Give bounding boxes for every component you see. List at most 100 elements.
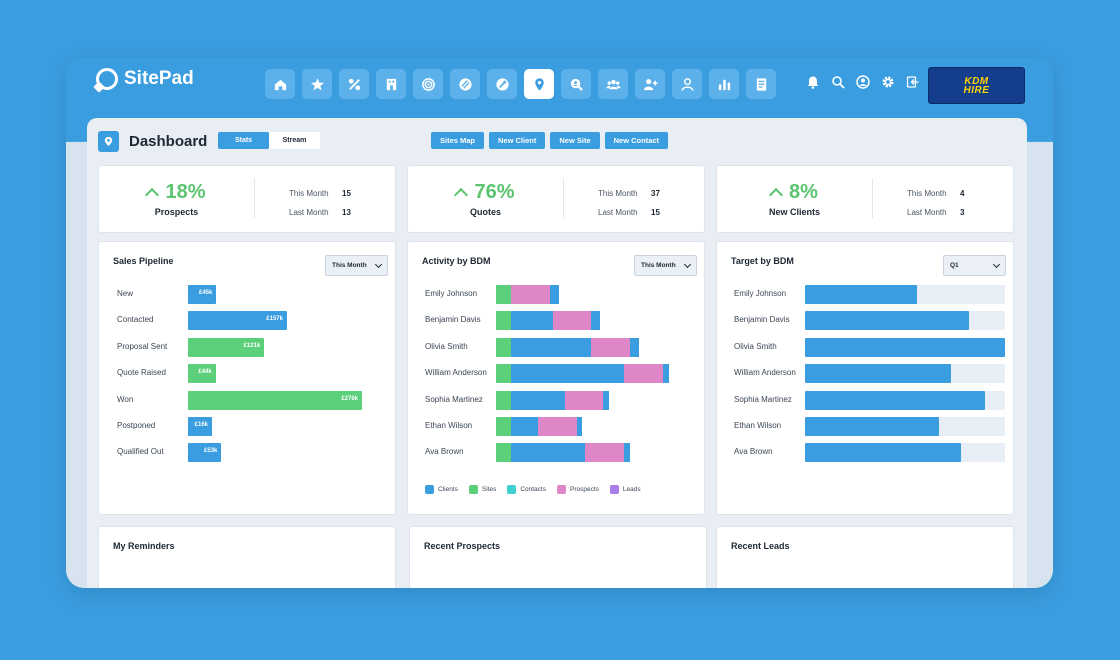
- legend-label: Sites: [481, 486, 497, 493]
- activity-bar-prospects[interactable]: [624, 364, 664, 384]
- activity-bar-clients[interactable]: [663, 364, 669, 384]
- target-progress-fill[interactable]: [805, 390, 985, 410]
- activity-bar-clients[interactable]: [510, 443, 586, 463]
- bdm-name-label: William Anderson: [425, 368, 487, 378]
- pipeline-bar-value: £157k: [266, 316, 283, 323]
- activity-bar-clients[interactable]: [510, 417, 538, 436]
- stream-toggle-button[interactable]: Stream: [269, 132, 320, 149]
- activity-bar-sites[interactable]: [496, 443, 511, 463]
- pipeline-bar-value: £44k: [198, 369, 212, 376]
- nav-group-button[interactable]: [598, 69, 628, 99]
- nav-tag-button[interactable]: [450, 69, 480, 99]
- target-progress-fill[interactable]: [805, 311, 969, 331]
- nav-search-user-button[interactable]: [561, 69, 591, 99]
- trend-up-icon: [145, 187, 160, 203]
- activity-bar-clients[interactable]: [576, 417, 583, 436]
- nav-percent-button[interactable]: [339, 69, 369, 99]
- bdm-name-label: Benjamin Davis: [425, 315, 481, 325]
- search-user-icon: [570, 78, 583, 91]
- brand-line-1: KDM: [964, 75, 989, 87]
- map-pin-icon: [98, 131, 119, 152]
- activity-bar-clients[interactable]: [603, 390, 610, 410]
- target-progress-fill[interactable]: [805, 285, 917, 304]
- app-window: SitePad KDM HIRE Dashboard Stats Stream …: [66, 58, 1053, 588]
- bar-chart-icon: [718, 79, 730, 90]
- activity-bar-clients[interactable]: [510, 311, 553, 331]
- stats-toggle-button[interactable]: Stats: [218, 132, 269, 149]
- pipeline-bar[interactable]: £121k: [188, 337, 265, 357]
- nav-add-user-button[interactable]: [635, 69, 665, 99]
- target-progress-fill[interactable]: [805, 417, 939, 436]
- account-icon[interactable]: [856, 75, 870, 89]
- sites-map-button[interactable]: Sites Map: [431, 132, 485, 149]
- bdm-name-label: Olivia Smith: [734, 341, 777, 351]
- nav-map-pin-button[interactable]: [524, 69, 554, 99]
- dropdown-value: Q1: [950, 262, 959, 269]
- nav-building-button[interactable]: [376, 69, 406, 99]
- pipeline-bar[interactable]: £276k: [188, 390, 362, 410]
- nav-document-button[interactable]: [746, 69, 776, 99]
- activity-bar-prospects[interactable]: [564, 390, 604, 410]
- activity-bar-prospects[interactable]: [591, 337, 631, 357]
- activity-bar-sites[interactable]: [496, 285, 511, 304]
- activity-bar-clients[interactable]: [630, 337, 640, 357]
- activity-bar-clients[interactable]: [624, 443, 631, 463]
- bdm-name-label: Ava Brown: [425, 447, 464, 457]
- period-dropdown[interactable]: This Month: [634, 255, 697, 276]
- activity-bar-clients[interactable]: [510, 390, 565, 410]
- period-dropdown[interactable]: This Month: [325, 255, 388, 276]
- target-progress-fill[interactable]: [805, 364, 951, 384]
- activity-bar-clients[interactable]: [510, 364, 625, 384]
- recent-leads-card: Recent Leads: [716, 526, 1014, 588]
- search-icon[interactable]: [831, 75, 845, 89]
- legend-swatch: [507, 485, 517, 494]
- new-contact-button[interactable]: New Contact: [604, 132, 669, 149]
- activity-bar-sites[interactable]: [496, 364, 511, 384]
- trend-up-icon: [454, 187, 469, 203]
- activity-bar-sites[interactable]: [496, 417, 511, 436]
- nav-star-button[interactable]: [302, 69, 332, 99]
- last-month-value: 15: [651, 208, 660, 217]
- pipeline-row-label: Quote Raised: [117, 368, 166, 378]
- bell-icon[interactable]: [806, 75, 820, 89]
- card-title: Recent Prospects: [424, 541, 501, 551]
- new-client-button[interactable]: New Client: [489, 132, 546, 149]
- activity-bar-clients[interactable]: [549, 285, 559, 304]
- activity-bar-prospects[interactable]: [585, 443, 625, 463]
- activity-bar-clients[interactable]: [510, 337, 592, 357]
- pipeline-bar[interactable]: £45k: [188, 285, 217, 304]
- activity-bar-prospects[interactable]: [537, 417, 577, 436]
- nav-home-button[interactable]: [265, 69, 295, 99]
- activity-bar-clients[interactable]: [591, 311, 601, 331]
- new-site-button[interactable]: New Site: [550, 132, 600, 149]
- target-progress-fill[interactable]: [805, 337, 1005, 357]
- activity-bar-prospects[interactable]: [552, 311, 592, 331]
- nav-user-button[interactable]: [672, 69, 702, 99]
- activity-bar-sites[interactable]: [496, 337, 511, 357]
- card-title: Recent Leads: [731, 541, 790, 551]
- activity-bar-prospects[interactable]: [510, 285, 550, 304]
- pipeline-bar[interactable]: £53k: [188, 443, 222, 463]
- activity-bar-sites[interactable]: [496, 311, 511, 331]
- pipeline-bar[interactable]: £157k: [188, 311, 287, 331]
- stat-label: New Clients: [768, 207, 820, 217]
- pipeline-bar[interactable]: £44k: [188, 364, 216, 384]
- nav-target-button[interactable]: [413, 69, 443, 99]
- page-header: Dashboard: [98, 131, 207, 152]
- gear-icon[interactable]: [881, 75, 895, 89]
- last-month-label: Last Month: [598, 208, 638, 217]
- bdm-name-label: Ethan Wilson: [734, 421, 782, 430]
- brand-line-2: HIRE: [963, 84, 990, 96]
- pipeline-bar-value: £53k: [204, 448, 218, 455]
- quarter-dropdown[interactable]: Q1: [943, 255, 1006, 276]
- activity-bar-sites[interactable]: [496, 390, 511, 410]
- stat-percent: 18%: [165, 181, 206, 203]
- target-progress-fill[interactable]: [805, 443, 961, 463]
- pipeline-bar[interactable]: £16k: [188, 417, 212, 436]
- bdm-name-label: Olivia Smith: [425, 341, 468, 351]
- nav-tools-button[interactable]: [487, 69, 517, 99]
- nav-bar-chart-button[interactable]: [709, 69, 739, 99]
- app-logo[interactable]: SitePad: [96, 68, 194, 90]
- pipeline-row-label: Qualified Out: [117, 447, 164, 457]
- logout-icon[interactable]: [906, 75, 920, 89]
